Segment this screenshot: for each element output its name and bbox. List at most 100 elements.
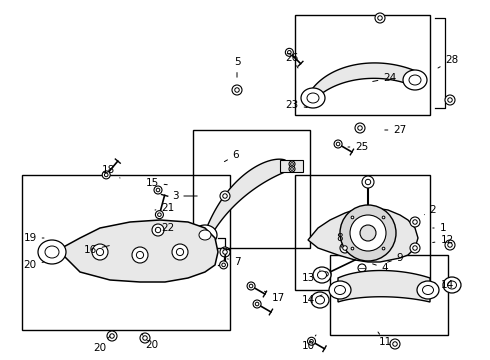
Circle shape xyxy=(102,171,110,179)
Circle shape xyxy=(381,215,387,220)
Text: 12: 12 xyxy=(433,235,454,245)
Text: 18: 18 xyxy=(101,165,120,178)
Circle shape xyxy=(97,248,103,256)
Circle shape xyxy=(255,302,259,306)
Text: 22: 22 xyxy=(156,223,174,233)
Circle shape xyxy=(232,85,242,95)
Circle shape xyxy=(340,243,350,253)
Ellipse shape xyxy=(311,292,329,308)
Bar xyxy=(295,175,430,290)
Circle shape xyxy=(448,98,452,102)
Circle shape xyxy=(289,166,295,172)
Circle shape xyxy=(143,336,147,340)
Circle shape xyxy=(393,342,397,346)
Circle shape xyxy=(382,247,385,250)
Circle shape xyxy=(253,300,261,308)
Circle shape xyxy=(107,331,117,341)
Circle shape xyxy=(235,88,239,92)
Ellipse shape xyxy=(193,225,217,245)
Ellipse shape xyxy=(329,281,351,299)
Circle shape xyxy=(355,123,365,133)
Circle shape xyxy=(285,48,294,57)
Circle shape xyxy=(336,142,340,146)
Circle shape xyxy=(340,205,396,261)
Circle shape xyxy=(413,220,417,224)
Circle shape xyxy=(381,246,387,252)
Text: 16: 16 xyxy=(83,245,109,255)
Circle shape xyxy=(321,269,331,279)
Circle shape xyxy=(136,251,144,258)
Circle shape xyxy=(350,215,386,251)
Text: 9: 9 xyxy=(388,253,403,263)
Text: 8: 8 xyxy=(337,233,343,248)
Circle shape xyxy=(289,161,295,167)
Circle shape xyxy=(110,334,114,338)
Circle shape xyxy=(155,227,161,233)
Bar xyxy=(330,255,448,335)
Text: 6: 6 xyxy=(224,150,239,162)
Circle shape xyxy=(413,246,417,250)
Text: 7: 7 xyxy=(228,257,240,267)
Text: 5: 5 xyxy=(234,57,240,77)
Ellipse shape xyxy=(318,271,326,279)
Circle shape xyxy=(349,215,355,220)
Ellipse shape xyxy=(199,230,211,240)
Circle shape xyxy=(247,282,255,290)
Circle shape xyxy=(291,168,294,170)
Ellipse shape xyxy=(313,267,331,283)
Text: 2: 2 xyxy=(424,205,436,215)
Circle shape xyxy=(310,339,313,343)
Text: 10: 10 xyxy=(301,335,316,351)
Circle shape xyxy=(308,337,316,345)
Circle shape xyxy=(132,247,148,263)
Circle shape xyxy=(382,216,385,219)
Ellipse shape xyxy=(307,93,319,103)
Ellipse shape xyxy=(335,285,345,294)
Circle shape xyxy=(104,173,108,177)
Text: 17: 17 xyxy=(265,291,285,303)
Circle shape xyxy=(360,225,376,241)
Circle shape xyxy=(220,247,230,257)
Ellipse shape xyxy=(443,277,461,293)
Text: 24: 24 xyxy=(373,73,396,83)
Circle shape xyxy=(334,140,342,148)
Polygon shape xyxy=(58,220,218,282)
Bar xyxy=(22,175,230,330)
Ellipse shape xyxy=(45,246,59,258)
Ellipse shape xyxy=(409,75,421,85)
Circle shape xyxy=(410,243,420,253)
Ellipse shape xyxy=(403,70,427,90)
Circle shape xyxy=(291,163,294,165)
Text: 25: 25 xyxy=(348,142,368,152)
Polygon shape xyxy=(308,208,418,262)
Polygon shape xyxy=(207,159,285,243)
Circle shape xyxy=(220,261,228,269)
Circle shape xyxy=(358,264,366,272)
Circle shape xyxy=(366,179,371,185)
Circle shape xyxy=(223,250,227,254)
Text: 13: 13 xyxy=(301,270,320,283)
Text: 1: 1 xyxy=(433,223,446,233)
Text: 28: 28 xyxy=(438,55,459,68)
Circle shape xyxy=(140,333,150,343)
Ellipse shape xyxy=(316,296,324,304)
Text: 27: 27 xyxy=(385,125,407,135)
Circle shape xyxy=(445,95,455,105)
Text: 4: 4 xyxy=(372,263,388,273)
Circle shape xyxy=(172,244,188,260)
Circle shape xyxy=(249,284,253,288)
Text: 3: 3 xyxy=(172,191,197,201)
Circle shape xyxy=(410,217,420,227)
Polygon shape xyxy=(280,160,303,172)
Text: 19: 19 xyxy=(24,233,44,243)
Circle shape xyxy=(349,246,355,252)
Circle shape xyxy=(378,16,382,20)
Bar xyxy=(193,130,310,248)
Text: 26: 26 xyxy=(285,53,298,68)
Ellipse shape xyxy=(301,88,325,108)
Circle shape xyxy=(351,216,354,219)
Circle shape xyxy=(223,194,227,198)
Ellipse shape xyxy=(447,281,457,289)
Circle shape xyxy=(448,243,452,247)
Circle shape xyxy=(288,50,291,54)
